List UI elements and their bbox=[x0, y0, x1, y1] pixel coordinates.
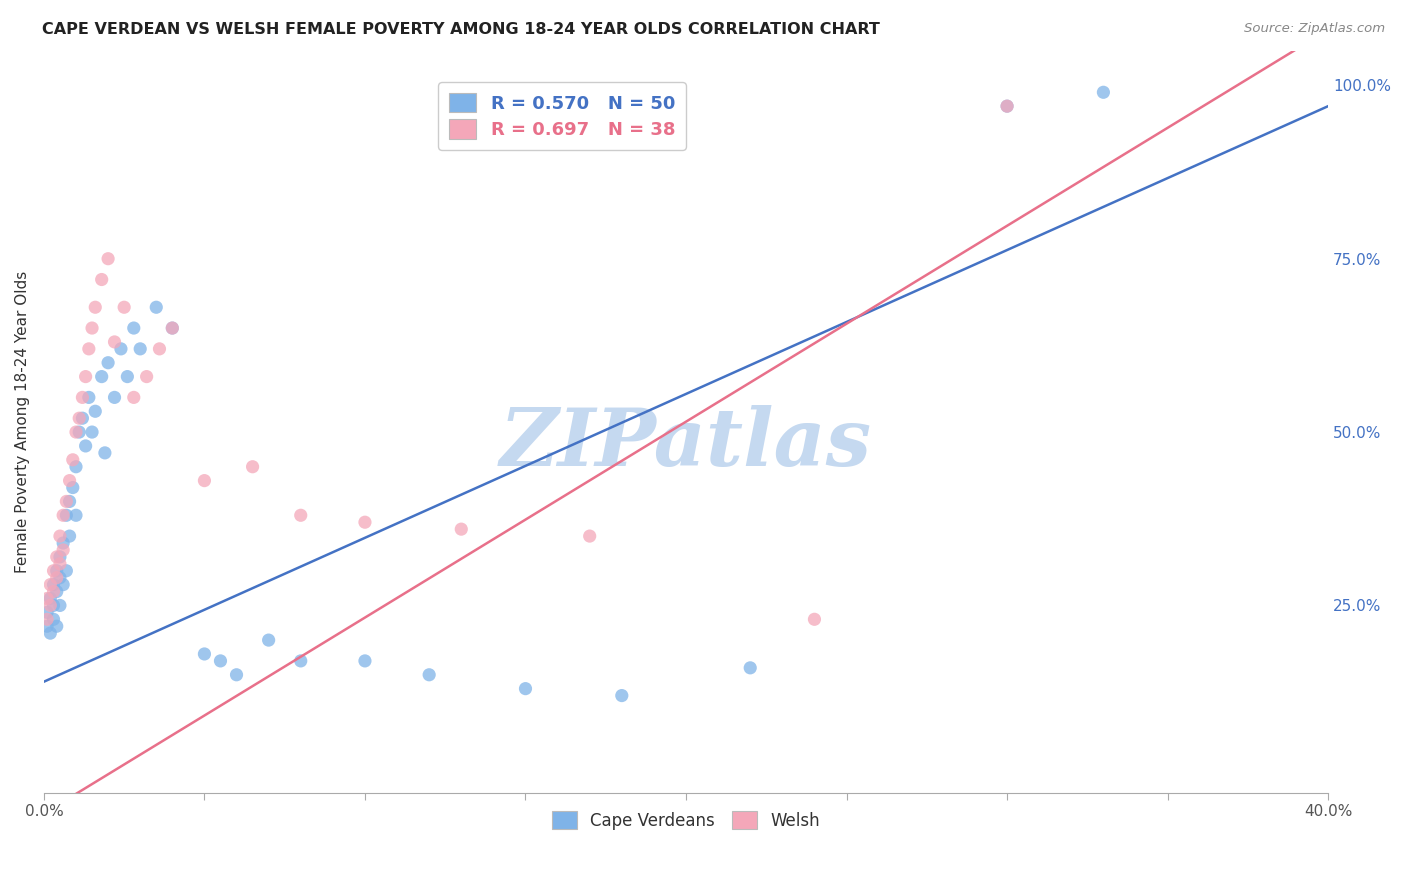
Point bbox=[225, 667, 247, 681]
Point bbox=[803, 612, 825, 626]
Point bbox=[58, 529, 80, 543]
Point bbox=[39, 577, 62, 591]
Point bbox=[49, 529, 72, 543]
Point bbox=[515, 681, 537, 696]
Point bbox=[290, 654, 312, 668]
Point bbox=[65, 459, 87, 474]
Point bbox=[52, 536, 75, 550]
Point bbox=[162, 321, 184, 335]
Point bbox=[145, 300, 167, 314]
Point bbox=[1092, 85, 1115, 99]
Point bbox=[52, 577, 75, 591]
Point bbox=[90, 272, 112, 286]
Point bbox=[49, 557, 72, 571]
Point bbox=[209, 654, 232, 668]
Point bbox=[995, 99, 1018, 113]
Point bbox=[35, 612, 58, 626]
Point bbox=[148, 342, 170, 356]
Point bbox=[450, 522, 472, 536]
Point bbox=[77, 342, 100, 356]
Point bbox=[52, 543, 75, 558]
Point bbox=[354, 515, 377, 529]
Point bbox=[75, 369, 97, 384]
Point bbox=[257, 633, 280, 648]
Point bbox=[42, 564, 65, 578]
Point bbox=[75, 439, 97, 453]
Point bbox=[39, 591, 62, 606]
Point bbox=[45, 584, 67, 599]
Point bbox=[110, 342, 132, 356]
Point bbox=[77, 391, 100, 405]
Point bbox=[52, 508, 75, 523]
Legend: Cape Verdeans, Welsh: Cape Verdeans, Welsh bbox=[546, 805, 827, 837]
Point bbox=[67, 411, 90, 425]
Point bbox=[995, 99, 1018, 113]
Point bbox=[117, 369, 139, 384]
Point bbox=[35, 606, 58, 620]
Point bbox=[290, 508, 312, 523]
Point bbox=[42, 612, 65, 626]
Text: Source: ZipAtlas.com: Source: ZipAtlas.com bbox=[1244, 22, 1385, 36]
Point bbox=[80, 321, 103, 335]
Point bbox=[67, 425, 90, 439]
Point bbox=[39, 626, 62, 640]
Point bbox=[103, 334, 125, 349]
Point bbox=[55, 494, 77, 508]
Point bbox=[97, 252, 120, 266]
Point bbox=[94, 446, 117, 460]
Point bbox=[35, 591, 58, 606]
Point bbox=[65, 508, 87, 523]
Point bbox=[49, 599, 72, 613]
Point bbox=[45, 549, 67, 564]
Point bbox=[354, 654, 377, 668]
Point bbox=[242, 459, 264, 474]
Point bbox=[84, 300, 107, 314]
Point bbox=[162, 321, 184, 335]
Point bbox=[55, 564, 77, 578]
Point bbox=[49, 571, 72, 585]
Point bbox=[103, 391, 125, 405]
Point bbox=[740, 661, 762, 675]
Point bbox=[90, 369, 112, 384]
Point bbox=[39, 599, 62, 613]
Point bbox=[112, 300, 135, 314]
Point bbox=[578, 529, 600, 543]
Y-axis label: Female Poverty Among 18-24 Year Olds: Female Poverty Among 18-24 Year Olds bbox=[15, 270, 30, 573]
Point bbox=[84, 404, 107, 418]
Point bbox=[58, 494, 80, 508]
Point bbox=[193, 474, 215, 488]
Text: ZIPatlas: ZIPatlas bbox=[501, 405, 872, 483]
Point bbox=[45, 564, 67, 578]
Point bbox=[122, 321, 145, 335]
Point bbox=[97, 356, 120, 370]
Point bbox=[55, 508, 77, 523]
Point bbox=[45, 619, 67, 633]
Point bbox=[72, 391, 94, 405]
Point bbox=[62, 452, 84, 467]
Point bbox=[122, 391, 145, 405]
Point bbox=[58, 474, 80, 488]
Point bbox=[35, 619, 58, 633]
Point bbox=[49, 549, 72, 564]
Point bbox=[129, 342, 152, 356]
Point bbox=[193, 647, 215, 661]
Point bbox=[610, 689, 633, 703]
Point bbox=[45, 571, 67, 585]
Point bbox=[135, 369, 157, 384]
Point bbox=[72, 411, 94, 425]
Point bbox=[80, 425, 103, 439]
Point bbox=[42, 584, 65, 599]
Point bbox=[42, 577, 65, 591]
Point bbox=[62, 481, 84, 495]
Point bbox=[418, 667, 440, 681]
Point bbox=[42, 599, 65, 613]
Text: CAPE VERDEAN VS WELSH FEMALE POVERTY AMONG 18-24 YEAR OLDS CORRELATION CHART: CAPE VERDEAN VS WELSH FEMALE POVERTY AMO… bbox=[42, 22, 880, 37]
Point bbox=[65, 425, 87, 439]
